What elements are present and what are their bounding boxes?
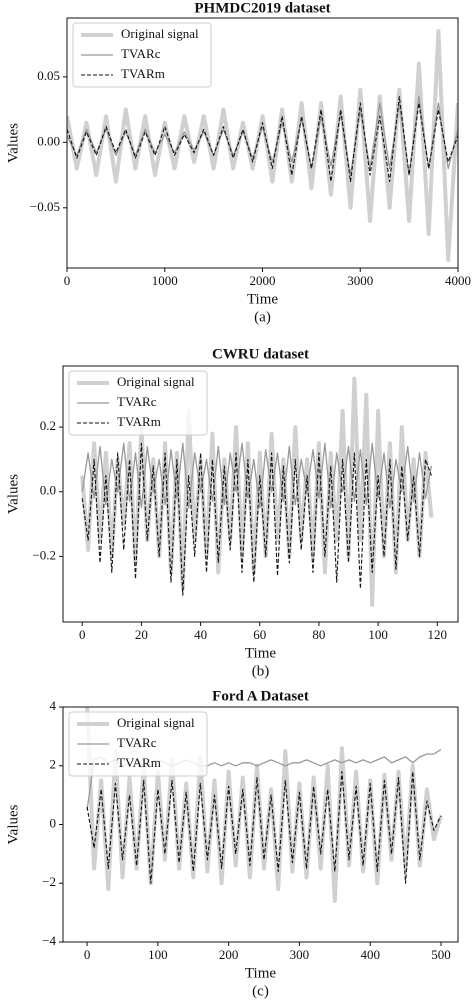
x-tick-label: 80 [312, 627, 325, 642]
caption: (a) [254, 309, 271, 325]
legend-label: Original signal [117, 374, 195, 389]
legend-label: Original signal [117, 715, 195, 730]
y-tick-label: −0.2 [32, 547, 56, 562]
x-tick-label: 0 [84, 947, 91, 962]
y-axis-label: Values [5, 123, 21, 163]
legend-box [68, 370, 208, 436]
y-tick-label: −0.05 [30, 199, 60, 214]
x-tick-label: 1000 [152, 273, 178, 288]
series-line [81, 442, 432, 596]
series-line [81, 442, 433, 509]
caption: (c) [252, 983, 269, 999]
series-line [86, 771, 442, 884]
legend-box [68, 711, 208, 777]
legend-label: TVARc [117, 735, 157, 750]
x-tick-label: 300 [290, 947, 310, 962]
legend-label: TVARc [121, 46, 161, 61]
y-tick-label: 0.2 [40, 418, 56, 433]
x-tick-label: 100 [368, 627, 388, 642]
y-tick-label: 4 [50, 698, 57, 713]
x-axis-label: Time [245, 965, 276, 981]
legend-label: TVARm [121, 66, 165, 81]
legend-label: TVARc [117, 394, 157, 409]
legend-label: TVARm [117, 755, 161, 770]
x-axis-label: Time [245, 645, 276, 661]
series-line [67, 95, 458, 183]
legend-label: Original signal [121, 26, 199, 41]
chart-title: Ford A Dataset [212, 688, 309, 704]
y-tick-label: 0.05 [37, 68, 60, 83]
x-tick-label: 40 [194, 627, 207, 642]
x-tick-label: 3000 [347, 273, 373, 288]
y-tick-label: 2 [50, 757, 57, 772]
y-axis-label: Values [5, 804, 21, 844]
y-tick-label: −4 [42, 933, 56, 948]
x-tick-label: 120 [428, 627, 448, 642]
x-tick-label: 4000 [445, 273, 471, 288]
x-tick-label: 100 [148, 947, 168, 962]
y-tick-label: 0.0 [40, 483, 56, 498]
chart-title: CWRU dataset [212, 346, 309, 362]
x-tick-label: 60 [253, 627, 266, 642]
x-tick-label: 20 [135, 627, 148, 642]
x-axis-label: Time [247, 291, 278, 307]
x-tick-label: 0 [64, 273, 71, 288]
y-tick-label: 0.00 [37, 133, 60, 148]
caption: (b) [252, 663, 270, 679]
y-tick-label: 0 [50, 815, 57, 830]
y-tick-label: −2 [42, 874, 56, 889]
chart-title: PHMDC2019 dataset [194, 0, 330, 16]
x-tick-label: 200 [219, 947, 239, 962]
plot-frame [62, 365, 459, 623]
x-tick-label: 500 [431, 947, 451, 962]
legend-label: TVARm [117, 414, 161, 429]
legend-box [72, 22, 212, 88]
series-line [80, 376, 434, 607]
x-tick-label: 0 [79, 627, 86, 642]
y-axis-label: Values [5, 474, 21, 514]
x-tick-label: 2000 [250, 273, 276, 288]
x-tick-label: 400 [360, 947, 380, 962]
